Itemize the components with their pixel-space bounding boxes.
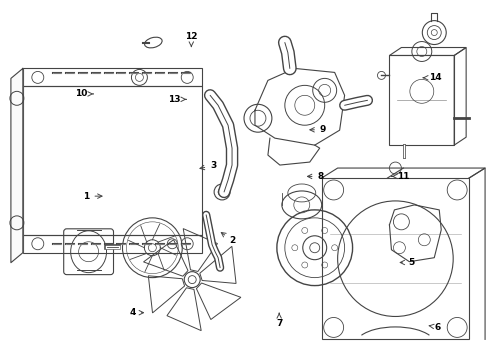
Text: 1: 1 xyxy=(83,192,102,201)
Bar xyxy=(390,55,454,145)
Text: 12: 12 xyxy=(185,32,197,47)
Text: 14: 14 xyxy=(423,73,441,82)
Text: 6: 6 xyxy=(429,323,441,332)
Text: 2: 2 xyxy=(221,233,236,246)
Text: 9: 9 xyxy=(310,125,326,134)
Text: 13: 13 xyxy=(168,95,186,104)
Text: 5: 5 xyxy=(400,258,414,267)
Text: 10: 10 xyxy=(75,89,93,98)
Text: 7: 7 xyxy=(276,313,282,328)
Bar xyxy=(322,178,469,339)
Bar xyxy=(23,68,202,86)
Polygon shape xyxy=(11,68,23,263)
Bar xyxy=(23,235,202,253)
Text: 11: 11 xyxy=(392,172,410,181)
Text: 3: 3 xyxy=(200,161,217,170)
Text: 8: 8 xyxy=(307,172,324,181)
Text: 4: 4 xyxy=(129,308,144,317)
Bar xyxy=(23,86,202,235)
